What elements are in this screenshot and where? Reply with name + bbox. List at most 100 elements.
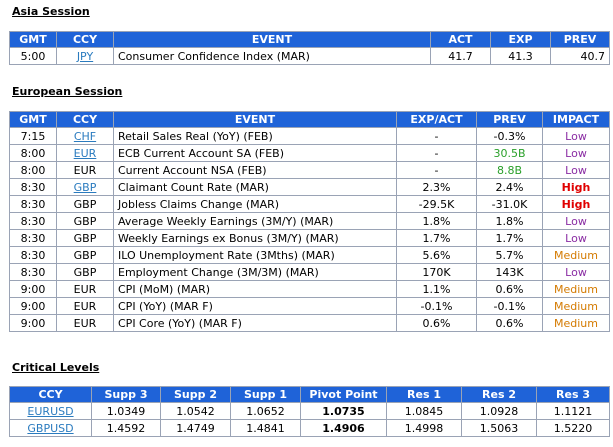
gmt-cell: 7:15: [9, 127, 57, 145]
prev-cell: 5.7%: [476, 246, 543, 264]
ccy-cell: GBP: [56, 263, 114, 281]
asia-session-table: GMT CCY EVENT ACT EXP PREV 5:00 JPY Consum…: [9, 31, 610, 65]
exp-cell: 41.3: [490, 47, 551, 65]
event-cell: CPI Core (YoY) (MAR F): [113, 314, 397, 332]
ccy-link[interactable]: GBP: [56, 178, 114, 196]
ccy-pair-link[interactable]: EURUSD: [9, 402, 92, 420]
impact-badge: High: [542, 178, 610, 196]
res3-cell: 1.1121: [536, 402, 610, 420]
prev-cell: 1.7%: [476, 229, 543, 247]
gmt-cell: 8:00: [9, 144, 57, 162]
exp-act-cell: -29.5K: [396, 195, 477, 213]
ccy-link[interactable]: JPY: [56, 47, 114, 65]
event-cell: Retail Sales Real (YoY) (FEB): [113, 127, 397, 145]
event-cell: Average Weekly Earnings (3M/Y) (MAR): [113, 212, 397, 230]
gmt-cell: 9:00: [9, 297, 57, 315]
exp-act-cell: -0.1%: [396, 297, 477, 315]
table-row: 9:00 EUR CPI (MoM) (MAR) 1.1% 0.6% Medium: [9, 280, 610, 298]
exp-act-cell: 170K: [396, 263, 477, 281]
impact-badge: Low: [542, 161, 610, 179]
ccy-cell: EUR: [56, 280, 114, 298]
col-header-supp2: Supp 2: [160, 386, 231, 403]
ccy-cell: GBP: [56, 212, 114, 230]
col-header-prev: PREV: [550, 31, 610, 48]
gmt-cell: 5:00: [9, 47, 57, 65]
prev-cell: 0.6%: [476, 314, 543, 332]
event-cell: Weekly Earnings ex Bonus (3M/Y) (MAR): [113, 229, 397, 247]
exp-act-cell: -: [396, 161, 477, 179]
gmt-cell: 9:00: [9, 280, 57, 298]
col-header-supp1: Supp 1: [230, 386, 301, 403]
gmt-cell: 8:30: [9, 246, 57, 264]
ccy-link[interactable]: EUR: [56, 144, 114, 162]
critical-levels-table: CCY Supp 3 Supp 2 Supp 1 Pivot Point Res…: [9, 386, 610, 437]
col-header-event: EVENT: [113, 111, 397, 128]
exp-act-cell: 1.8%: [396, 212, 477, 230]
table-row: 9:00 EUR CPI (YoY) (MAR F) -0.1% -0.1% Medium: [9, 297, 610, 315]
gmt-cell: 8:00: [9, 161, 57, 179]
supp2-cell: 1.4749: [160, 419, 231, 437]
table-row: 7:15 CHF Retail Sales Real (YoY) (FEB) - -0.…: [9, 127, 610, 145]
res2-cell: 1.5063: [461, 419, 537, 437]
impact-badge: Low: [542, 212, 610, 230]
table-row: 5:00 JPY Consumer Confidence Index (MAR) 41…: [9, 47, 610, 65]
event-cell: Claimant Count Rate (MAR): [113, 178, 397, 196]
exp-act-cell: 1.7%: [396, 229, 477, 247]
event-cell: Jobless Claims Change (MAR): [113, 195, 397, 213]
impact-badge: High: [542, 195, 610, 213]
ccy-cell: EUR: [56, 161, 114, 179]
col-header-ccy: CCY: [56, 111, 114, 128]
impact-badge: Medium: [542, 314, 610, 332]
european-session-table: GMT CCY EVENT EXP/ACT PREV IMPACT 7:15 CH…: [9, 111, 610, 332]
asia-header-row: GMT CCY EVENT ACT EXP PREV: [9, 31, 610, 48]
col-header-pivot-point: Pivot Point: [300, 386, 387, 403]
critical-levels-title: Critical Levels: [12, 361, 100, 374]
exp-act-cell: 2.3%: [396, 178, 477, 196]
col-header-event: EVENT: [113, 31, 431, 48]
exp-act-cell: 0.6%: [396, 314, 477, 332]
table-row: GBPUSD 1.4592 1.4749 1.4841 1.4906 1.4998 1.50…: [9, 419, 610, 437]
ccy-cell: GBP: [56, 229, 114, 247]
ccy-link[interactable]: CHF: [56, 127, 114, 145]
impact-badge: Low: [542, 229, 610, 247]
col-header-gmt: GMT: [9, 111, 57, 128]
impact-badge: Medium: [542, 280, 610, 298]
exp-act-cell: -: [396, 144, 477, 162]
col-header-ccy: CCY: [56, 31, 114, 48]
asia-session-title: Asia Session: [12, 5, 90, 18]
pivot-point-cell: 1.0735: [300, 402, 387, 420]
prev-cell: -0.3%: [476, 127, 543, 145]
prev-cell: -31.0K: [476, 195, 543, 213]
prev-cell: 30.5B: [476, 144, 543, 162]
col-header-res1: Res 1: [386, 386, 462, 403]
res1-cell: 1.0845: [386, 402, 462, 420]
impact-badge: Low: [542, 144, 610, 162]
table-row: 8:30 GBP Employment Change (3M/3M) (MAR) 17…: [9, 263, 610, 281]
event-cell: CPI (YoY) (MAR F): [113, 297, 397, 315]
event-cell: Employment Change (3M/3M) (MAR): [113, 263, 397, 281]
prev-cell: 143K: [476, 263, 543, 281]
exp-act-cell: -: [396, 127, 477, 145]
gmt-cell: 8:30: [9, 229, 57, 247]
table-row: 8:00 EUR Current Account NSA (FEB) -8.8B Low: [9, 161, 610, 179]
gmt-cell: 9:00: [9, 314, 57, 332]
prev-cell: -0.1%: [476, 297, 543, 315]
levels-header-row: CCY Supp 3 Supp 2 Supp 1 Pivot Point Res…: [9, 386, 610, 403]
table-row: 9:00 EUR CPI Core (YoY) (MAR F) 0.6% 0.6% Med…: [9, 314, 610, 332]
ccy-cell: GBP: [56, 195, 114, 213]
col-header-ccy: CCY: [9, 386, 92, 403]
ccy-pair-link[interactable]: GBPUSD: [9, 419, 92, 437]
event-cell: ECB Current Account SA (FEB): [113, 144, 397, 162]
table-row: 8:30 GBP ILO Unemployment Rate (3Mths) (MA…: [9, 246, 610, 264]
col-header-impact: IMPACT: [542, 111, 610, 128]
col-header-res2: Res 2: [461, 386, 537, 403]
table-row: 8:30 GBP Jobless Claims Change (MAR) -29.5K…: [9, 195, 610, 213]
impact-badge: Medium: [542, 246, 610, 264]
ccy-cell: GBP: [56, 246, 114, 264]
gmt-cell: 8:30: [9, 212, 57, 230]
supp1-cell: 1.4841: [230, 419, 301, 437]
res1-cell: 1.4998: [386, 419, 462, 437]
ccy-cell: EUR: [56, 297, 114, 315]
col-header-exp-act: EXP/ACT: [396, 111, 477, 128]
supp3-cell: 1.4592: [91, 419, 161, 437]
